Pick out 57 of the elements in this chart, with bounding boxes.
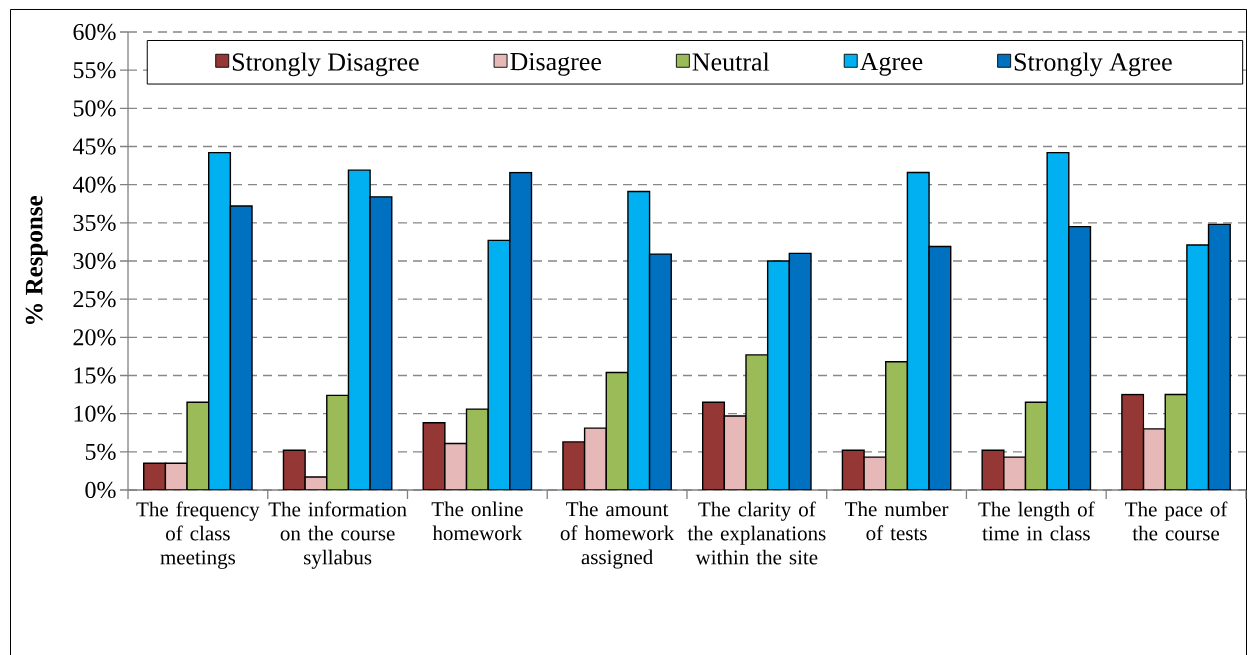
bar	[648, 253, 672, 490]
y-tick-label: 50%	[73, 100, 116, 117]
legend-label: Strongly Agree	[1014, 52, 1172, 77]
bar	[1207, 223, 1231, 490]
bar	[208, 151, 232, 490]
y-axis-title: % Response	[25, 196, 48, 325]
y-tick-label: 15%	[74, 367, 116, 384]
bar	[1121, 393, 1145, 490]
x-tick-label: The clarity of the explanations within the site	[687, 501, 826, 565]
bar	[143, 462, 167, 490]
bar	[1068, 225, 1092, 490]
x-tick-label: The number of tests	[845, 501, 949, 541]
bar	[465, 408, 489, 490]
bar	[1046, 151, 1070, 490]
bar	[1024, 401, 1048, 490]
x-tick-label: The online homework	[431, 501, 523, 541]
y-tick-label: 45%	[72, 138, 116, 155]
legend-label: Agree	[859, 52, 923, 76]
y-tick-label: 5%	[85, 443, 116, 460]
x-tick-label: The frequency of class meetings	[136, 501, 260, 569]
bar	[885, 361, 909, 490]
y-tick-label: 35%	[73, 214, 116, 231]
y-tick-label: 20%	[73, 329, 116, 346]
y-tick-label: 25%	[73, 291, 116, 308]
bar	[723, 415, 747, 490]
bar	[347, 169, 371, 490]
bar	[583, 427, 607, 490]
y-tick-label: 40%	[72, 176, 116, 193]
bar	[369, 196, 393, 490]
bar	[186, 401, 210, 490]
bar	[627, 190, 651, 490]
bar	[509, 171, 533, 490]
legend-label: Disagree	[510, 52, 602, 76]
bar	[326, 394, 350, 490]
bar	[605, 371, 629, 490]
bar	[745, 354, 769, 490]
bar	[1164, 393, 1188, 490]
bar	[229, 205, 253, 490]
legend-label: Strongly Disagree	[232, 52, 419, 77]
bar	[1142, 428, 1166, 490]
x-tick-label: The amount of homework assigned	[560, 501, 675, 569]
y-tick-label: 60%	[73, 23, 116, 41]
x-tick-label: The pace of the course	[1125, 501, 1228, 541]
x-tick-label: The information on the course syllabus	[268, 501, 407, 569]
bar	[928, 245, 952, 490]
bar	[788, 252, 812, 490]
bar	[487, 239, 511, 490]
bar	[906, 171, 930, 490]
y-tick-label: 30%	[73, 252, 116, 270]
bar	[701, 401, 726, 490]
bar	[766, 260, 791, 490]
y-tick-label: 55%	[73, 62, 116, 79]
bar	[1186, 244, 1210, 490]
y-tick-label: 10%	[74, 405, 116, 422]
x-tick-label: The length of time in class	[978, 501, 1095, 541]
y-tick-label: 0%	[85, 481, 116, 499]
legend-label: Neutral	[692, 52, 770, 71]
